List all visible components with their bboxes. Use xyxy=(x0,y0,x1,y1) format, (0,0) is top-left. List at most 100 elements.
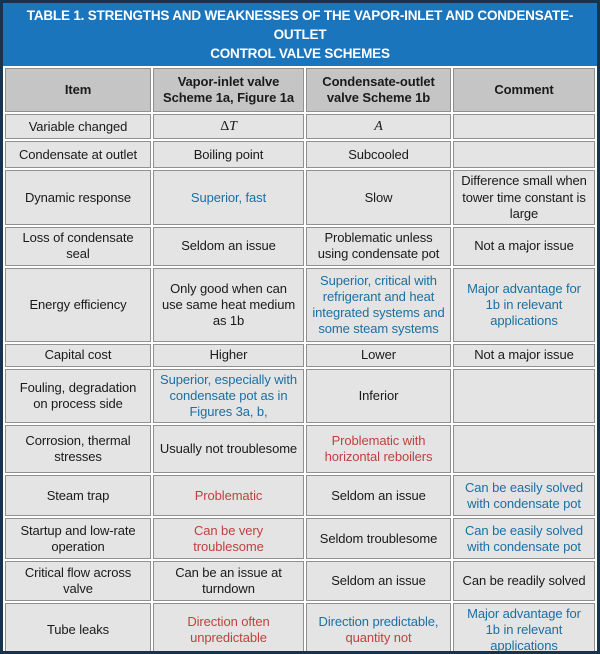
cell-item: Tube leaks xyxy=(5,603,151,651)
table-title-line-1: TABLE 1. STRENGTHS AND WEAKNESSES OF THE… xyxy=(26,8,574,43)
cell-vapor-inlet-valve: ΔT xyxy=(153,114,304,140)
cell-text: Can be very troublesome xyxy=(193,522,264,554)
cell-condensate-outlet-valve: Seldom troublesome xyxy=(306,518,451,560)
cell-comment xyxy=(453,114,595,140)
table-row: Dynamic response Superior, fast Slow Differ… xyxy=(5,170,595,225)
cell-comment xyxy=(453,368,595,424)
cell-text: Loss of condensate seal xyxy=(22,230,134,262)
cell-text: Can be easily solved with condensate pot xyxy=(465,479,583,511)
column-header-comment: Comment xyxy=(453,68,595,113)
cell-condensate-outlet-valve: Slow xyxy=(306,170,451,225)
table-row: Variable changed ΔT A xyxy=(5,114,595,140)
cell-text: Seldom troublesome xyxy=(319,530,438,546)
cell-vapor-inlet-valve: Direction often unpredictable xyxy=(153,603,304,651)
cell-text: Higher xyxy=(209,347,248,363)
cell-condensate-outlet-valve: A xyxy=(306,114,451,140)
cell-text: Slow xyxy=(364,189,393,205)
cell-text: Fouling, degradation on process side xyxy=(19,379,137,411)
cell-text: Superior, critical with refrigerant and … xyxy=(312,272,445,336)
cell-text: A xyxy=(374,119,383,135)
cell-text: quantity not xyxy=(345,630,412,646)
cell-text: Superior, especially with condensate pot… xyxy=(160,371,297,420)
cell-vapor-inlet-valve: Can be an issue at turndown xyxy=(153,561,304,602)
table-row: Condensate at outlet Boiling point Subcool… xyxy=(5,141,595,169)
cell-vapor-inlet-valve: Superior, especially with condensate pot… xyxy=(153,368,304,424)
cell-condensate-outlet-valve: Seldom an issue xyxy=(306,475,451,517)
cell-text: Major advantage for 1b in relevant appli… xyxy=(467,280,581,328)
column-header-item: Item xyxy=(5,68,151,113)
cell-text: Corrosion, thermal stresses xyxy=(25,433,131,465)
comparison-table: Item Vapor-inlet valve Scheme 1a, Figure… xyxy=(3,66,597,654)
cell-item: Fouling, degradation on process side xyxy=(5,368,151,424)
cell-condensate-outlet-valve: Problematic unless using condensate pot xyxy=(306,226,451,266)
table-row: Startup and low-rate operation Can be ver… xyxy=(5,518,595,560)
cell-item: Dynamic response xyxy=(5,170,151,225)
cell-text: Subcooled xyxy=(348,146,409,162)
cell-text: Capital cost xyxy=(44,347,112,363)
cell-vapor-inlet-valve: Seldom an issue xyxy=(153,226,304,266)
table-row: Fouling, degradation on process side Supe… xyxy=(5,368,595,424)
cell-comment xyxy=(453,141,595,169)
cell-vapor-inlet-valve: Superior, fast xyxy=(153,170,304,225)
cell-condensate-outlet-valve: Superior, critical with refrigerant and … xyxy=(306,267,451,342)
cell-text: Only good when can use same heat medium … xyxy=(161,280,296,328)
table-row: Corrosion, thermal stresses Usually not t… xyxy=(5,425,595,474)
cell-item: Critical flow across valve xyxy=(5,561,151,602)
cell-condensate-outlet-valve: Seldom an issue xyxy=(306,561,451,602)
cell-item: Energy efficiency xyxy=(5,267,151,342)
cell-item: Capital cost xyxy=(5,343,151,367)
cell-text: Seldom an issue xyxy=(331,487,426,503)
cell-comment: Not a major issue xyxy=(453,226,595,266)
table-title: TABLE 1. STRENGTHS AND WEAKNESSES OF THE… xyxy=(3,3,597,67)
cell-text: Seldom an issue xyxy=(331,573,426,589)
cell-comment xyxy=(453,425,595,474)
cell-text: Problematic with horizontal reboilers xyxy=(324,433,433,465)
cell-vapor-inlet-valve: Can be very troublesome xyxy=(153,518,304,560)
cell-comment: Can be easily solved with condensate pot xyxy=(453,475,595,517)
table-row: Capital cost Higher Lower Not a major issue xyxy=(5,343,595,367)
cell-comment: Major advantage for 1b in relevant appli… xyxy=(453,603,595,654)
cell-vapor-inlet-valve: Usually not troublesome xyxy=(153,425,304,474)
cell-text: Condensate at outlet xyxy=(19,146,137,162)
cell-item: Startup and low-rate operation xyxy=(5,518,151,560)
cell-vapor-inlet-valve: Only good when can use same heat medium … xyxy=(153,267,304,342)
cell-text: Problematic unless using condensate pot xyxy=(317,230,440,262)
cell-text: Steam trap xyxy=(46,487,110,503)
table-body: Variable changed ΔT A Condensate at outlet B… xyxy=(5,114,595,654)
table-row: Tube leaks Direction often unpredictable D… xyxy=(5,603,595,654)
cell-text: Direction predictable, xyxy=(318,614,439,630)
cell-text: Tube leaks xyxy=(46,622,110,638)
cell-text: Not a major issue xyxy=(474,238,574,254)
cell-item: Condensate at outlet xyxy=(5,141,151,169)
cell-text: Inferior xyxy=(358,387,399,403)
cell-text: Can be an issue at turndown xyxy=(175,565,282,597)
cell-text: Can be easily solved with condensate pot xyxy=(465,522,583,554)
table-row: Loss of condensate seal Seldom an issue Pr… xyxy=(5,226,595,266)
cell-condensate-outlet-valve: Inferior xyxy=(306,368,451,424)
cell-condensate-outlet-valve: Lower xyxy=(306,343,451,367)
cell-text: Difference small when tower time constan… xyxy=(461,173,587,221)
cell-comment: Can be readily solved xyxy=(453,561,595,602)
cell-item: Variable changed xyxy=(5,114,151,140)
cell-text: Can be readily solved xyxy=(462,573,586,589)
cell-condensate-outlet-valve: Direction predictable, quantity not xyxy=(306,603,451,651)
cell-text: Boiling point xyxy=(193,146,264,162)
table-row: Energy efficiency Only good when can use … xyxy=(5,267,595,342)
cell-item: Loss of condensate seal xyxy=(5,226,151,266)
table-row: Steam trap Problematic Seldom an issue Can … xyxy=(5,475,595,517)
cell-condensate-outlet-valve: Subcooled xyxy=(306,141,451,169)
table-row: Critical flow across valve Can be an issu… xyxy=(5,561,595,602)
cell-text: Energy efficiency xyxy=(29,296,127,312)
cell-text: Problematic xyxy=(194,487,263,503)
cell-vapor-inlet-valve: Boiling point xyxy=(153,141,304,169)
cell-item: Steam trap xyxy=(5,475,151,517)
column-header-condensate-outlet-valve: Condensate-outlet valve Scheme 1b xyxy=(306,68,451,113)
cell-comment: Not a major issue xyxy=(453,343,595,367)
cell-text: Major advantage for 1b in relevant appli… xyxy=(467,606,581,654)
cell-text: Not a major issue xyxy=(474,347,574,363)
cell-text: Lower xyxy=(361,347,396,363)
cell-vapor-inlet-valve: Problematic xyxy=(153,475,304,517)
cell-text: Startup and low-rate operation xyxy=(20,522,136,554)
cell-comment: Major advantage for 1b in relevant appli… xyxy=(453,267,595,342)
